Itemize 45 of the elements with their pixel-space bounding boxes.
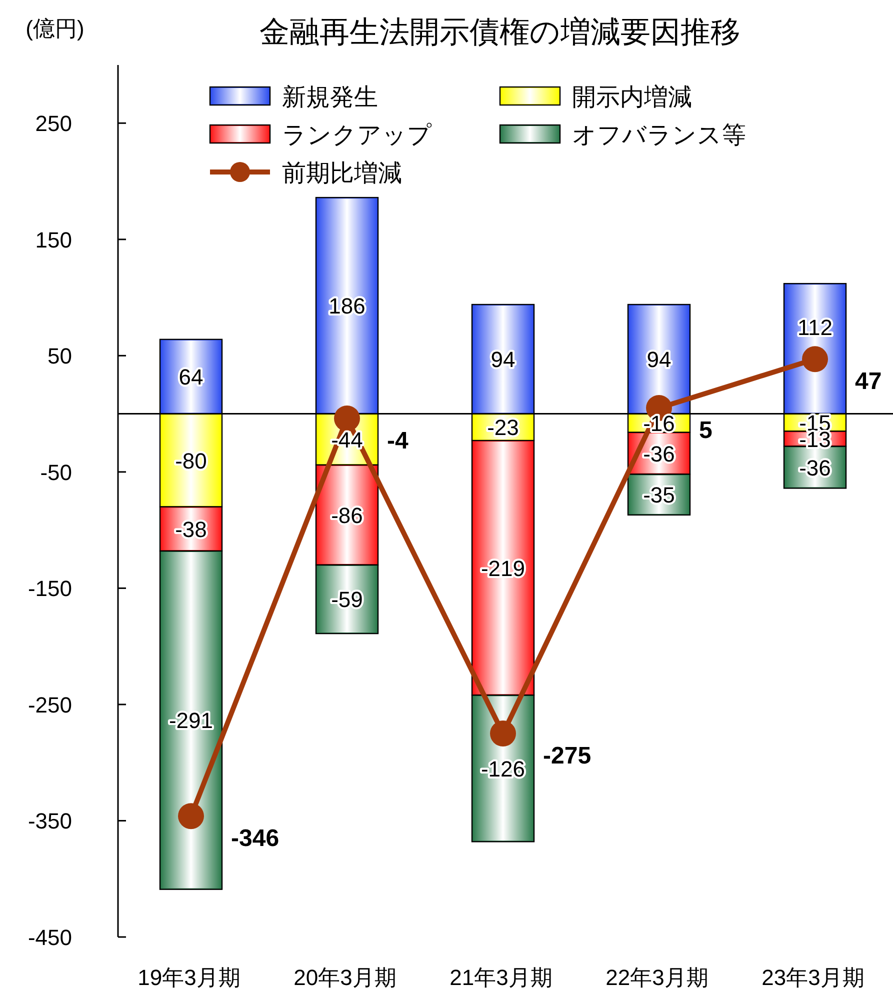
data-label: 47 bbox=[855, 368, 882, 396]
data-label: -36 bbox=[643, 441, 675, 466]
legend-label: 前期比増減 bbox=[282, 160, 402, 187]
y-tick-label: -450 bbox=[28, 925, 72, 950]
data-label: -80 bbox=[175, 448, 207, 474]
x-tick-label: 22年3月期 bbox=[606, 965, 708, 990]
data-label: -219 bbox=[480, 556, 526, 581]
point bbox=[802, 346, 828, 372]
point bbox=[490, 720, 516, 747]
x-tick-label: 20年3月期 bbox=[294, 965, 396, 990]
data-label: -86 bbox=[331, 502, 363, 528]
y-tick-label: -50 bbox=[40, 460, 72, 485]
data-label: -59 bbox=[331, 587, 363, 612]
data-label: 186 bbox=[328, 294, 366, 319]
y-tick-label: 50 bbox=[48, 344, 72, 369]
x-tick-label: 21年3月期 bbox=[450, 965, 552, 990]
data-label: -4 bbox=[387, 427, 409, 454]
data-label: 112 bbox=[797, 315, 833, 340]
data-label: 94 bbox=[490, 347, 516, 372]
y-tick-label: -250 bbox=[28, 692, 72, 718]
data-label: -346 bbox=[231, 825, 280, 852]
data-label: -35 bbox=[643, 482, 675, 508]
legend-label: ランクアップ bbox=[282, 122, 432, 149]
x-tick-label: 23年3月期 bbox=[762, 965, 864, 990]
x-tick-label: 19年3月期 bbox=[138, 965, 240, 990]
legend-label: 開示内増減 bbox=[572, 84, 692, 111]
data-label: 94 bbox=[646, 347, 672, 372]
chart-title: 金融再生法開示債権の増減要因推移 bbox=[260, 16, 740, 49]
legend-label: 新規発生 bbox=[282, 84, 378, 111]
data-label: -291 bbox=[168, 708, 214, 734]
data-label: -23 bbox=[487, 415, 519, 440]
data-label: 5 bbox=[699, 416, 712, 444]
point bbox=[178, 803, 204, 830]
y-tick-label: 150 bbox=[35, 227, 72, 252]
data-label: -36 bbox=[799, 455, 831, 480]
y-tick-label: -150 bbox=[28, 576, 72, 602]
data-label: -126 bbox=[480, 756, 526, 782]
y-axis-title: (億円) bbox=[26, 16, 84, 41]
data-label: 64 bbox=[178, 364, 204, 390]
data-label: -275 bbox=[543, 742, 592, 770]
point bbox=[334, 405, 360, 432]
data-label: -38 bbox=[175, 516, 207, 542]
y-tick-label: 250 bbox=[35, 111, 72, 136]
y-tick-label: -350 bbox=[28, 808, 72, 834]
legend-label: オフバランス等 bbox=[572, 122, 746, 149]
